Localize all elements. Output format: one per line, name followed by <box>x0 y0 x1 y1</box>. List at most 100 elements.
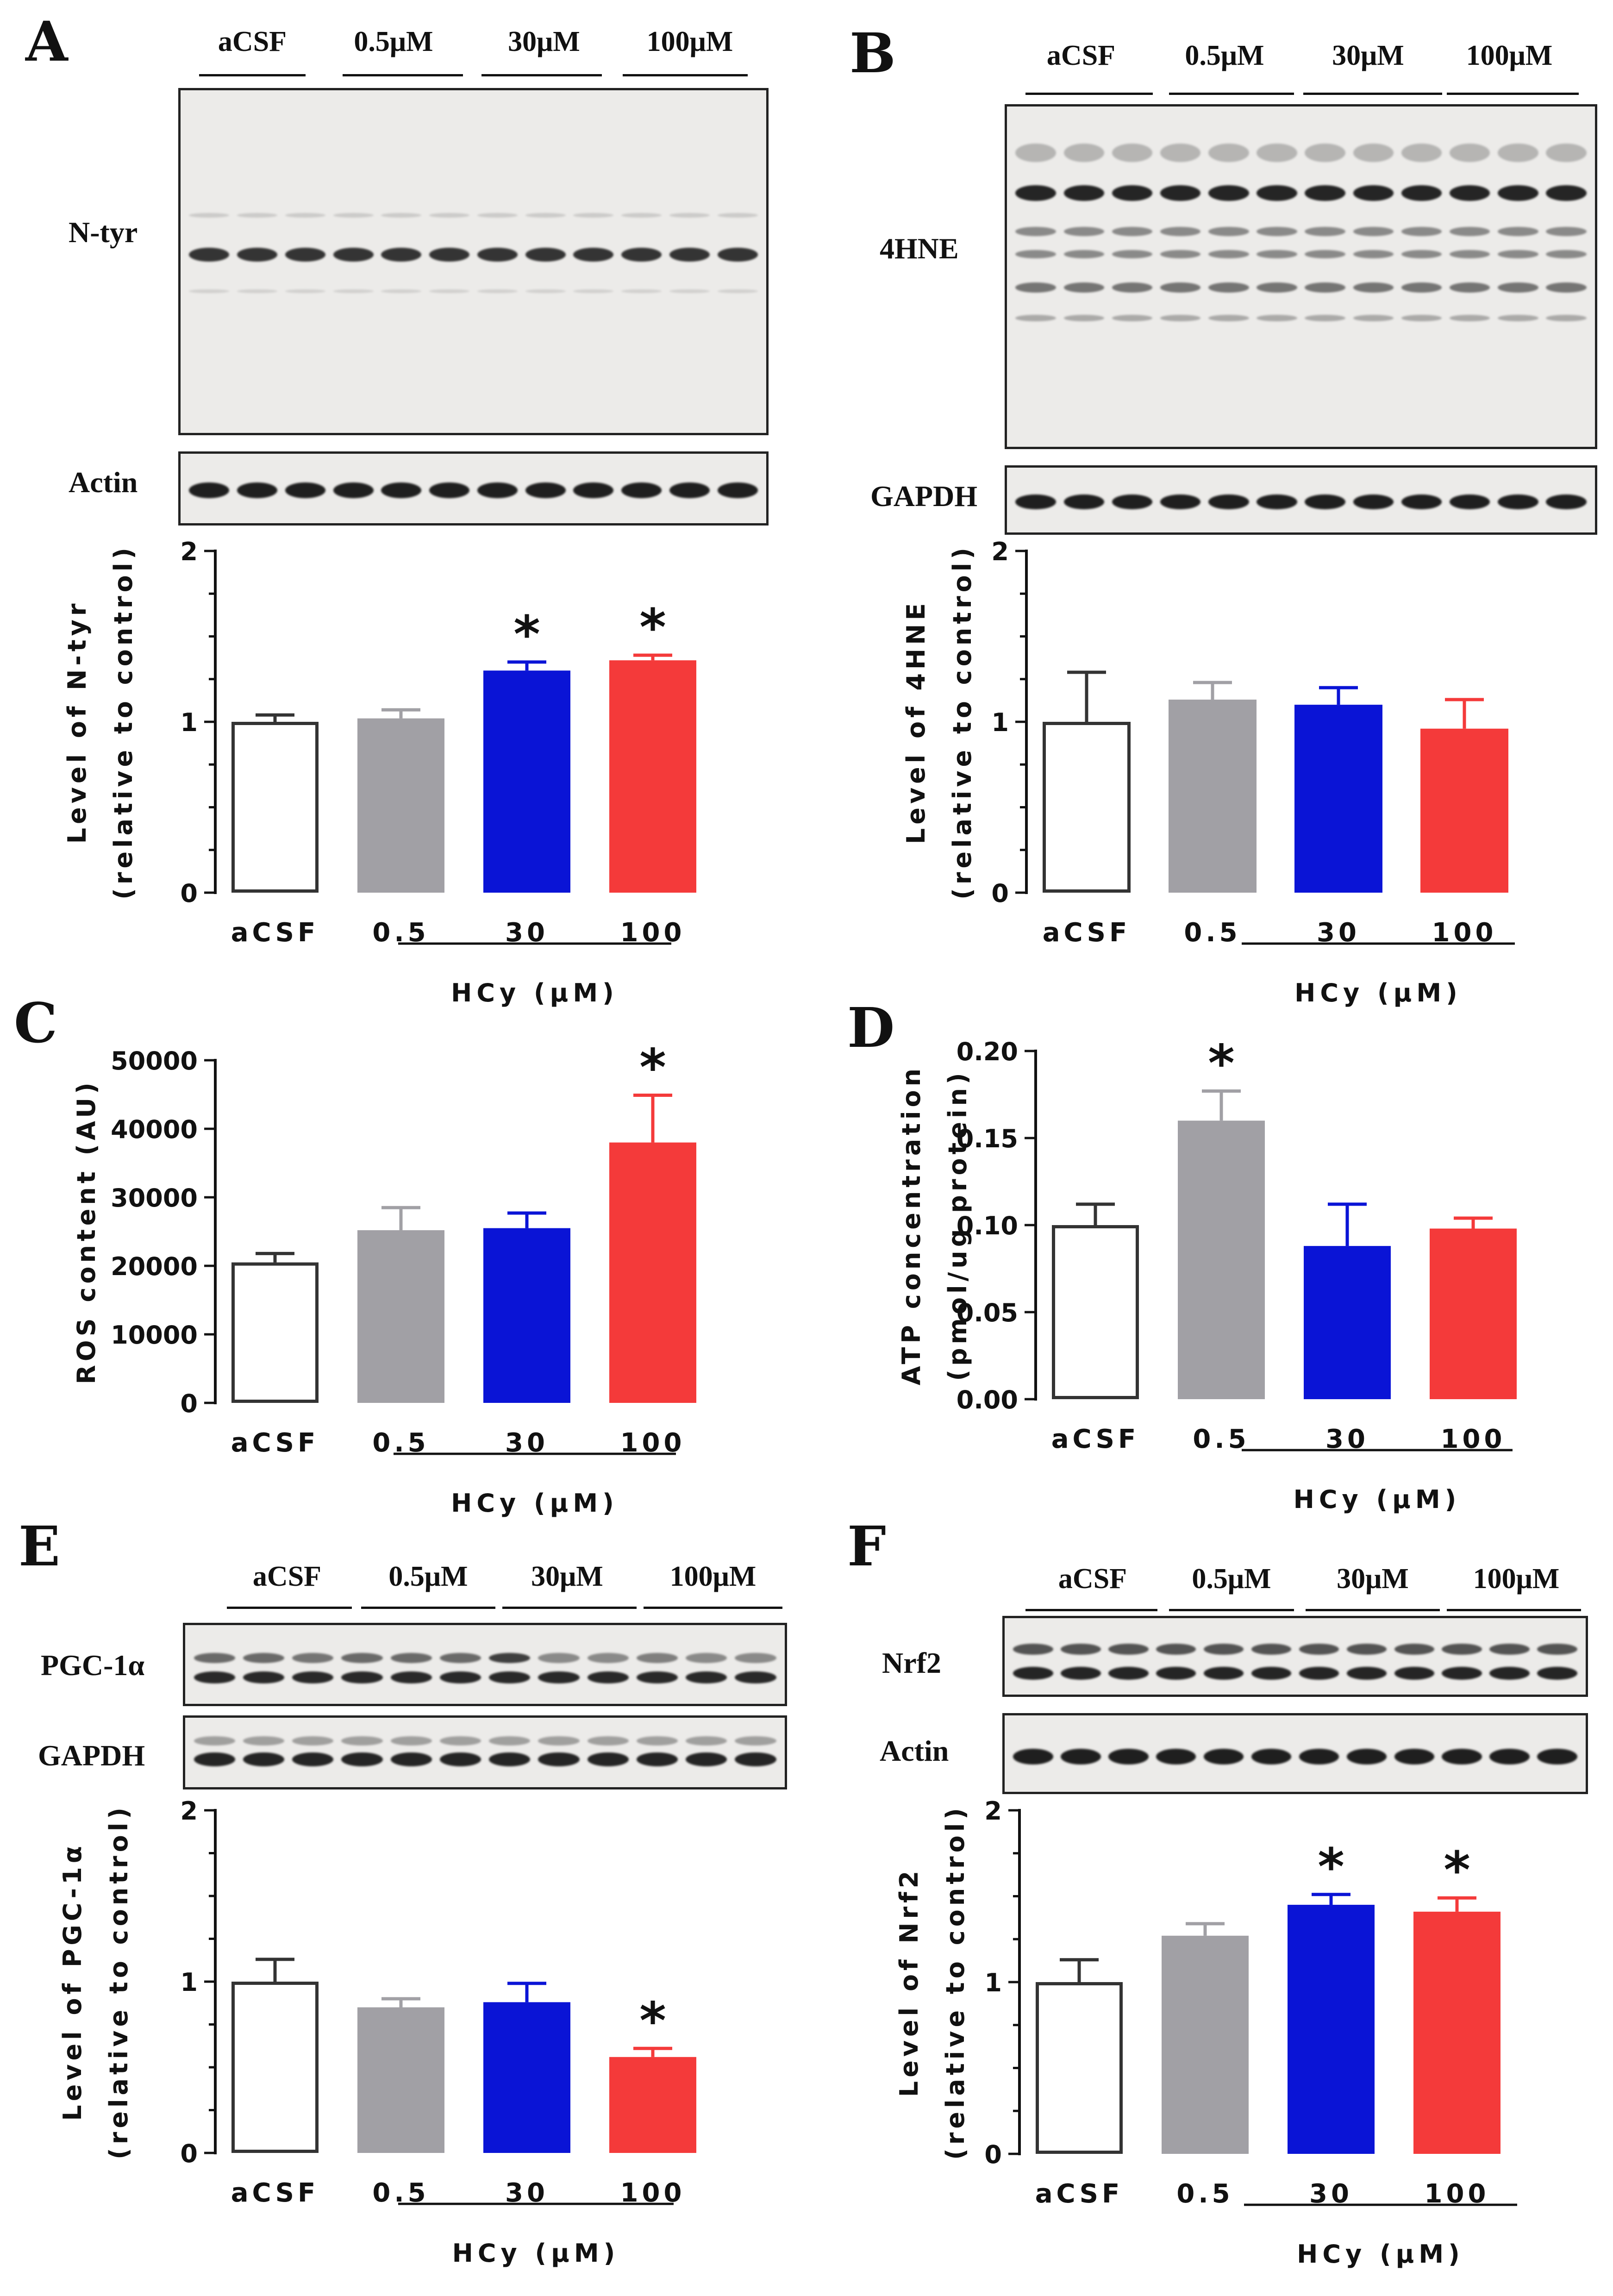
protein-band <box>669 213 710 218</box>
protein-band <box>1251 1749 1292 1764</box>
bar-30 <box>1304 1246 1391 1399</box>
protein-band <box>1442 1644 1482 1655</box>
protein-band <box>1015 185 1056 201</box>
protein-band <box>621 248 662 262</box>
y-tick-label: 1 <box>991 708 1009 737</box>
protein-band <box>1401 227 1442 236</box>
protein-band <box>1203 1644 1244 1655</box>
protein-band <box>1305 250 1345 258</box>
y-axis-title: ATP concentration <box>897 1065 926 1385</box>
blot-image-pgc1a <box>183 1623 787 1706</box>
blot-f-group-label: 100μM <box>1473 1563 1560 1595</box>
bar-aCSF <box>231 1982 319 2153</box>
blot-b-loading-label: GAPDH <box>870 480 978 513</box>
protein-band <box>285 289 325 293</box>
protein-band <box>1063 315 1104 321</box>
protein-band <box>1015 315 1056 321</box>
protein-band <box>621 482 662 498</box>
protein-band <box>243 1736 284 1745</box>
bar-0.5 <box>357 1230 444 1403</box>
protein-band <box>477 213 518 218</box>
blot-image-actin <box>1002 1713 1588 1794</box>
blot-e-group-label: 0.5μM <box>388 1561 468 1592</box>
group-bracket <box>1447 93 1579 95</box>
protein-band <box>237 482 278 498</box>
protein-band <box>1546 185 1587 201</box>
protein-band <box>1449 185 1490 201</box>
protein-band <box>390 1653 432 1663</box>
y-tick-label: 0.20 <box>957 1037 1018 1066</box>
protein-band <box>477 248 518 262</box>
protein-band <box>1160 494 1201 509</box>
protein-band <box>587 1653 629 1663</box>
protein-band <box>1489 1749 1530 1764</box>
protein-band <box>1498 250 1538 258</box>
x-axis-title: HCy (μM) <box>451 978 619 1007</box>
protein-band <box>1257 494 1297 509</box>
protein-band <box>489 1752 531 1766</box>
bar-30 <box>483 1228 570 1403</box>
protein-band <box>477 289 518 293</box>
protein-band <box>1546 250 1587 258</box>
group-bracket <box>481 74 602 76</box>
blot-b-group-label: aCSF <box>1046 40 1116 71</box>
protein-band <box>237 213 278 218</box>
protein-band <box>1208 282 1249 293</box>
protein-band <box>429 213 470 218</box>
x-tick-label: 0.5 <box>1176 2179 1233 2209</box>
protein-band <box>439 1752 481 1766</box>
y-tick-label: 10000 <box>111 1320 198 1350</box>
blot-e-loading-label: GAPDH <box>38 1739 145 1772</box>
protein-band <box>1449 282 1490 293</box>
y-axis-title: ROS content (AU) <box>72 1079 101 1384</box>
protein-band <box>1203 1667 1244 1680</box>
protein-band <box>489 1671 531 1683</box>
protein-band <box>587 1752 629 1766</box>
blot-f-group-label: 30μM <box>1337 1563 1409 1595</box>
group-bracket <box>199 74 306 76</box>
protein-band <box>429 289 470 293</box>
protein-band <box>390 1736 432 1745</box>
bar-30 <box>483 2002 570 2153</box>
protein-band <box>636 1671 678 1683</box>
protein-band <box>1498 494 1538 509</box>
protein-band <box>717 248 758 262</box>
y-axis-subtitle: (pmol/ug protein) <box>943 1069 972 1381</box>
protein-band <box>439 1653 481 1663</box>
protein-band <box>1257 282 1297 293</box>
protein-band <box>1305 227 1345 236</box>
y-tick-label: 1 <box>180 708 198 737</box>
protein-band <box>1498 227 1538 236</box>
group-bracket <box>1303 93 1442 95</box>
protein-band <box>1498 185 1538 201</box>
panel-label-e: E <box>19 1514 60 1578</box>
protein-band <box>1299 1749 1339 1764</box>
protein-band <box>1061 1749 1101 1764</box>
protein-band <box>686 1752 727 1766</box>
protein-band <box>735 1671 776 1683</box>
protein-band <box>1160 250 1201 258</box>
protein-band <box>333 289 374 293</box>
protein-band <box>390 1671 432 1683</box>
y-axis-title: Level of 4HNE <box>901 600 931 844</box>
protein-band <box>489 1736 531 1745</box>
protein-band <box>489 1653 531 1663</box>
protein-band <box>1063 144 1104 162</box>
bar-aCSF <box>231 722 319 893</box>
protein-band <box>1498 144 1538 162</box>
y-tick-label: 50000 <box>111 1046 198 1076</box>
protein-band <box>587 1671 629 1683</box>
bar-aCSF <box>1052 1225 1139 1399</box>
protein-band <box>1208 144 1249 162</box>
protein-band <box>429 248 470 262</box>
protein-band <box>1013 1749 1053 1764</box>
bar-30 <box>1288 1905 1375 2154</box>
protein-band <box>1160 227 1201 236</box>
protein-band <box>1112 315 1153 321</box>
protein-band <box>1546 227 1587 236</box>
protein-band <box>621 289 662 293</box>
bar-0.5 <box>357 718 444 893</box>
blot-e-group-label: 30μM <box>531 1561 603 1592</box>
y-tick-label: 0 <box>991 879 1009 908</box>
